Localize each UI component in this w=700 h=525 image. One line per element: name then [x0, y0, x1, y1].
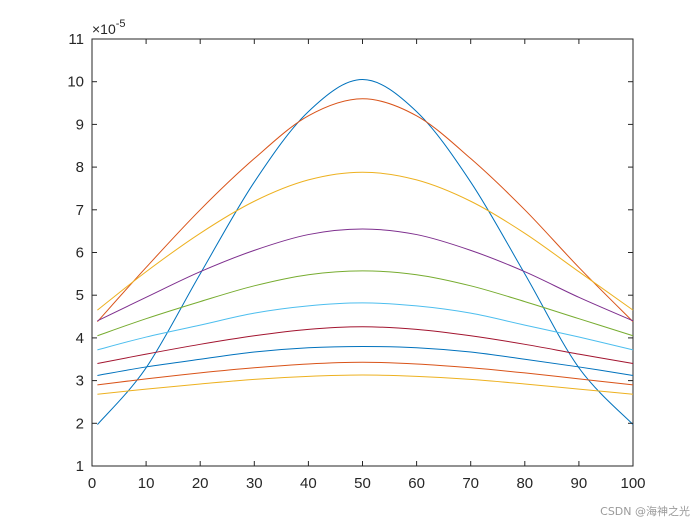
series-line-1 [97, 79, 634, 425]
series-line-6 [97, 302, 634, 351]
y-tick-label: 4 [76, 330, 84, 347]
y-tick-label: 3 [76, 373, 84, 390]
x-tick-label: 60 [408, 475, 425, 492]
x-tick-label: 50 [354, 475, 371, 492]
y-tick-label: 11 [68, 31, 84, 48]
y-axis-ticks: 1 2 3 4 5 6 7 8 9 10 11 [67, 31, 633, 475]
x-tick-label: 90 [571, 475, 588, 492]
series-layer [97, 79, 634, 425]
x-tick-label: 40 [300, 475, 317, 492]
y-axis-exponent-label: ×10-5 [92, 18, 126, 37]
x-tick-label: 100 [620, 475, 645, 492]
series-line-5 [97, 270, 634, 337]
watermark: CSDN @海神之光 [600, 505, 690, 518]
x-tick-label: 0 [88, 475, 96, 492]
x-tick-label: 80 [516, 475, 533, 492]
y-tick-label: 2 [76, 415, 84, 432]
y-tick-label: 10 [67, 74, 84, 91]
y-exponent: -5 [116, 18, 126, 30]
series-line-7 [97, 326, 634, 365]
y-multiplier-prefix: ×10 [92, 21, 116, 37]
y-tick-label: 6 [76, 245, 84, 262]
y-tick-label: 1 [76, 458, 84, 475]
series-line-8 [97, 345, 634, 376]
x-tick-label: 20 [192, 475, 209, 492]
x-tick-label: 70 [462, 475, 479, 492]
x-axis-ticks: 0 10 20 30 40 50 60 70 80 90 100 [88, 39, 646, 492]
y-tick-label: 9 [76, 116, 84, 133]
x-tick-label: 30 [246, 475, 263, 492]
x-tick-label: 10 [138, 475, 155, 492]
series-line-4 [97, 228, 634, 322]
series-line-3 [97, 171, 634, 311]
y-tick-label: 8 [76, 159, 84, 176]
y-tick-label: 7 [76, 202, 84, 219]
series-line-10 [97, 374, 634, 395]
y-tick-label: 5 [76, 287, 84, 304]
axes-box [91, 38, 634, 467]
series-line-2 [97, 98, 634, 323]
series-line-9 [97, 361, 634, 386]
